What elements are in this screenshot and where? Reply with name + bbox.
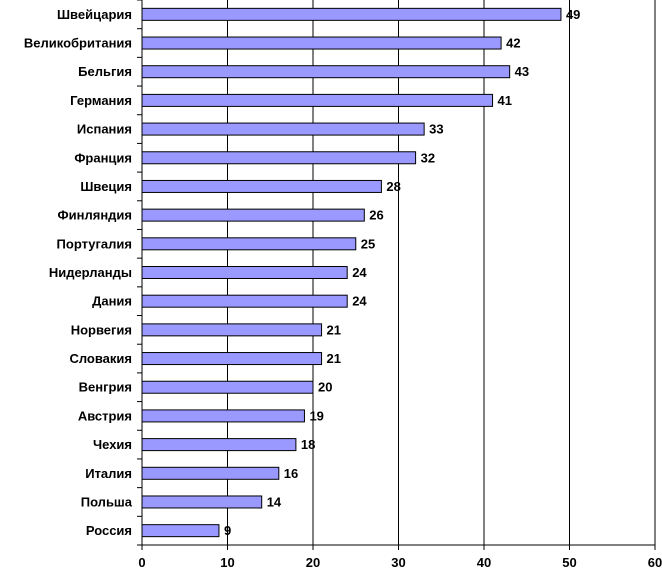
value-label: 41: [498, 93, 512, 108]
category-label: Россия: [86, 523, 132, 538]
category-label: Польша: [81, 494, 133, 509]
value-label: 20: [318, 380, 332, 395]
value-label: 25: [361, 236, 375, 251]
bar: [141, 409, 305, 423]
bar: [141, 294, 348, 308]
value-label: 21: [327, 351, 341, 366]
category-label: Словакия: [69, 351, 132, 366]
bar: [141, 7, 562, 21]
bar: [141, 466, 280, 480]
value-label: 43: [515, 64, 529, 79]
value-label: 19: [309, 408, 323, 423]
value-label: 9: [224, 523, 231, 538]
category-labels: Швейцария Великобритания Бельгия Германия Ис…: [24, 7, 133, 538]
category-label: Нидерланды: [49, 265, 132, 280]
category-label: Венгрия: [79, 380, 132, 395]
category-label: Великобритания: [24, 36, 132, 51]
value-label: 49: [566, 7, 580, 22]
bar: [141, 352, 323, 366]
value-label: 42: [506, 36, 520, 51]
category-label: Германия: [70, 93, 132, 108]
x-axis: 0 10 20 30 40 50 60: [137, 0, 662, 570]
bar: [141, 151, 417, 165]
bar: [141, 36, 502, 50]
bar: [141, 380, 314, 394]
bar: [141, 495, 263, 509]
category-label: Австрия: [78, 408, 132, 423]
value-label: 26: [369, 208, 383, 223]
x-tick-label: 30: [391, 555, 405, 570]
bar: [141, 179, 382, 193]
x-tick-label: 60: [648, 555, 662, 570]
category-label: Норвегия: [71, 322, 132, 337]
value-label: 18: [301, 437, 315, 452]
bar: [141, 93, 494, 107]
category-label: Швеция: [80, 179, 132, 194]
category-label: Дания: [92, 294, 132, 309]
x-tick-label: 0: [138, 555, 145, 570]
category-label: Финляндия: [58, 208, 132, 223]
bar: [141, 65, 511, 79]
bar: [141, 122, 425, 136]
value-label: 21: [327, 322, 341, 337]
bar: [141, 524, 220, 538]
value-label: 28: [386, 179, 400, 194]
x-tick-label: 20: [306, 555, 320, 570]
category-label: Чехия: [93, 437, 132, 452]
category-label: Португалия: [57, 236, 132, 251]
value-label: 24: [352, 294, 367, 309]
value-label: 24: [352, 265, 367, 280]
bar: [141, 237, 357, 251]
value-label: 33: [429, 122, 443, 137]
bar: [141, 208, 365, 222]
x-tick-label: 10: [220, 555, 234, 570]
bar: [141, 438, 297, 452]
category-label: Испания: [77, 122, 132, 137]
x-tick-label: 50: [562, 555, 576, 570]
value-label: 16: [284, 466, 298, 481]
category-label: Италия: [85, 466, 132, 481]
value-label: 14: [267, 494, 282, 509]
category-label: Швейцария: [57, 7, 132, 22]
value-label: 32: [421, 150, 435, 165]
gridlines: [227, 0, 656, 545]
bar: [141, 323, 323, 337]
x-tick-label: 40: [477, 555, 491, 570]
category-label: Франция: [74, 150, 132, 165]
bar: [141, 266, 348, 279]
category-label: Бельгия: [78, 64, 132, 79]
